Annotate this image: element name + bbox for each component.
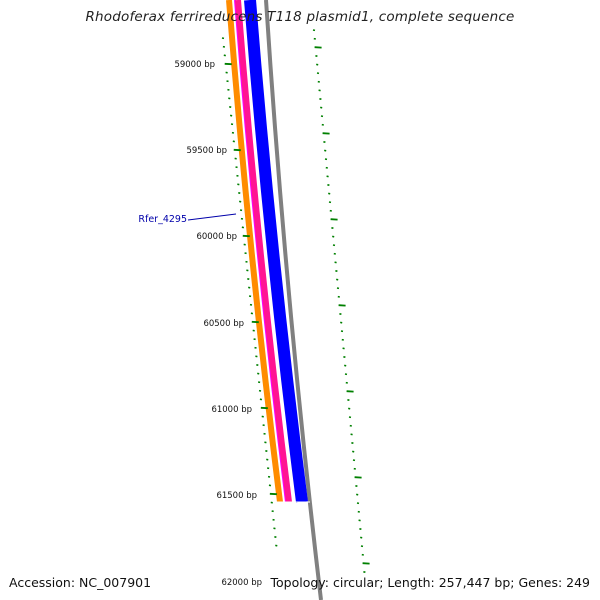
ruler-label: 59000 bp [174, 60, 215, 70]
accession-text: Accession: NC_007901 [9, 575, 152, 590]
gene-leader-line [187, 213, 237, 221]
backbone-circle [264, 0, 323, 600]
map-title: Rhodoferax ferrireducens T118 plasmid1, … [85, 9, 515, 25]
gene-label: Rfer_4295 [138, 214, 187, 225]
ruler-label: 60500 bp [203, 319, 244, 329]
ruler-label: 61000 bp [211, 405, 252, 415]
summary-text: Topology: circular; Length: 257,447 bp; … [270, 575, 591, 590]
feature-track-pink [235, 0, 292, 503]
ruler-label: 59500 bp [186, 146, 227, 156]
feature-track-orange [226, 0, 283, 503]
feature-track-blue [244, 0, 308, 503]
ruler-label: 62000 bp [221, 578, 262, 588]
ruler-label: 61500 bp [216, 491, 257, 501]
ruler-label: 60000 bp [196, 232, 237, 242]
